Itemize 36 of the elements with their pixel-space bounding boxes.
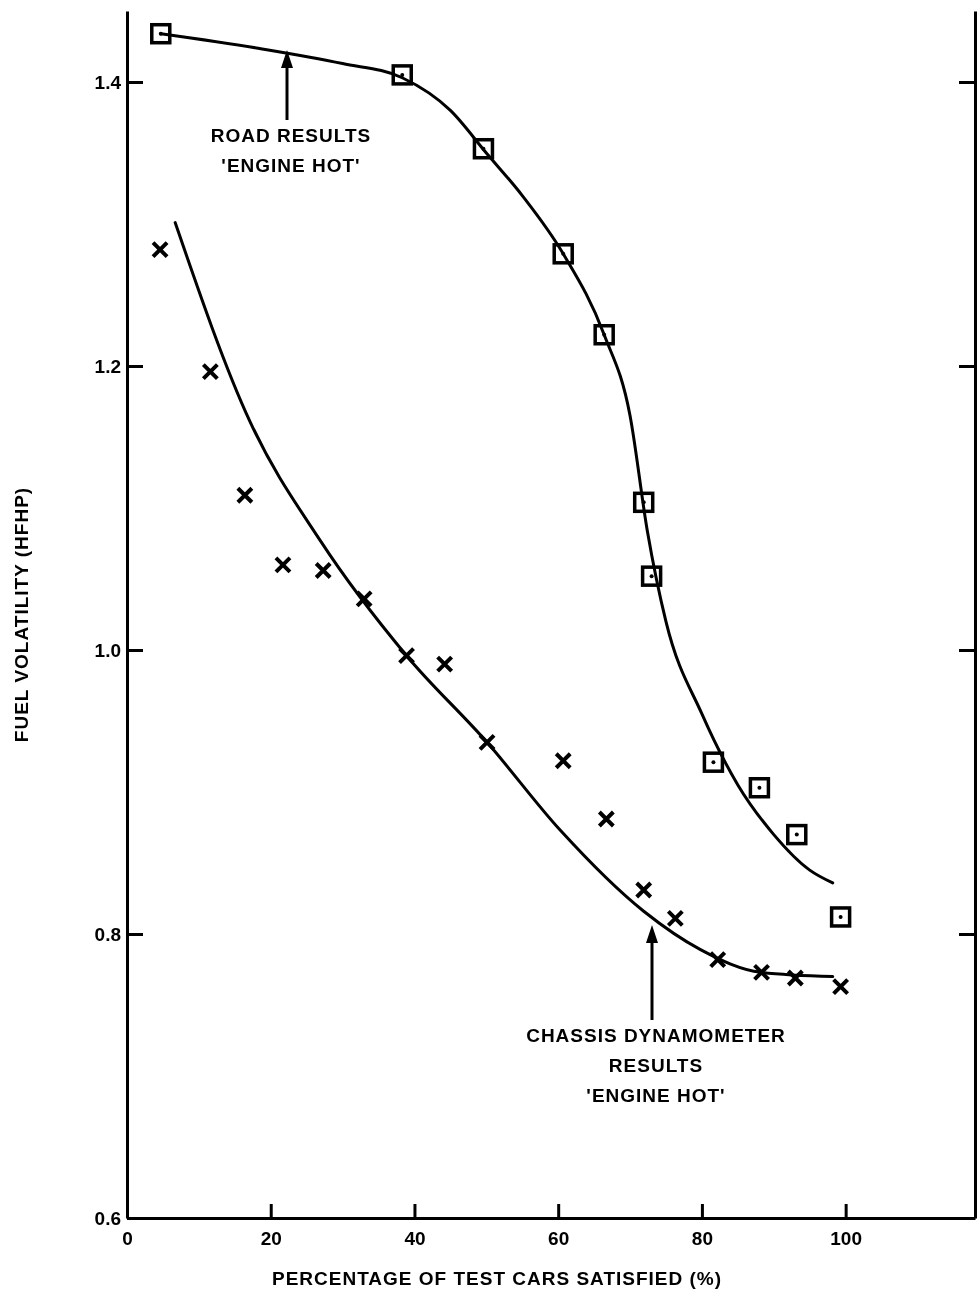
point: [708, 950, 727, 969]
point: [666, 909, 685, 928]
point: [752, 963, 771, 982]
point: [435, 655, 454, 674]
point: [786, 969, 805, 988]
x-tick-label: 60: [548, 1228, 570, 1249]
point: [273, 555, 292, 574]
x-tick-label: 20: [260, 1228, 282, 1249]
annotation: CHASSIS DYNAMOMETER RESULTS 'ENGINE HOT': [526, 1025, 786, 1106]
point: [634, 880, 653, 899]
point: [554, 751, 573, 770]
y-tick-label: 1.4: [94, 71, 122, 93]
y-axis-title: FUEL VOLATILITY (HFHP): [11, 486, 32, 743]
point: [201, 362, 220, 381]
point: [314, 561, 333, 580]
point: [829, 906, 852, 928]
x-axis-title: PERCENTAGE OF TEST CARS SATISFIED (%): [271, 1268, 723, 1289]
point: [397, 646, 416, 665]
point: [702, 751, 725, 773]
annotation: ROAD RESULTS 'ENGINE HOT': [210, 125, 372, 176]
y-tick-label: 1.0: [94, 639, 121, 661]
point: [478, 733, 497, 752]
point: [151, 240, 170, 259]
point: [597, 809, 616, 828]
y-tick-label: 0.8: [94, 923, 121, 945]
point: [786, 823, 808, 846]
x-tick-label: 100: [830, 1228, 862, 1249]
x-tick-label: 0: [122, 1228, 133, 1249]
x-tick-label: 40: [404, 1228, 426, 1249]
y-tick-label: 0.6: [94, 1207, 121, 1229]
point: [235, 486, 254, 505]
point: [748, 776, 771, 799]
y-tick-label: 1.2: [94, 355, 121, 377]
x-tick-label: 80: [691, 1228, 713, 1249]
point: [355, 589, 374, 608]
point: [150, 22, 172, 45]
